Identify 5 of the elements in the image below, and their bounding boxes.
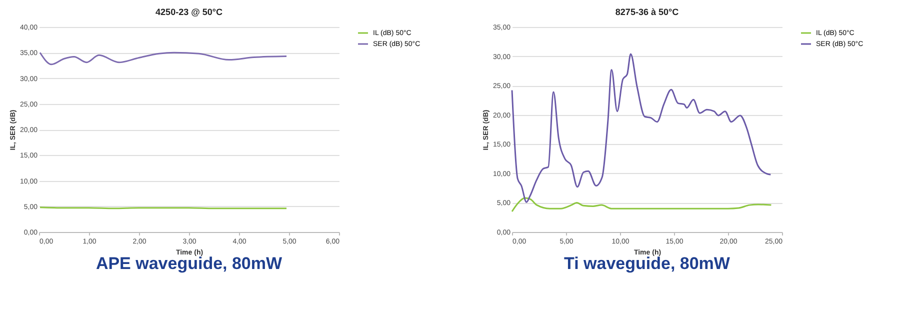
- line-series: [39, 52, 288, 66]
- line-series: [511, 197, 772, 212]
- chart-title: 4250-23 @ 50°C: [156, 7, 223, 17]
- chart-title: 8275-36 à 50°C: [615, 7, 680, 17]
- line-series: [511, 53, 772, 203]
